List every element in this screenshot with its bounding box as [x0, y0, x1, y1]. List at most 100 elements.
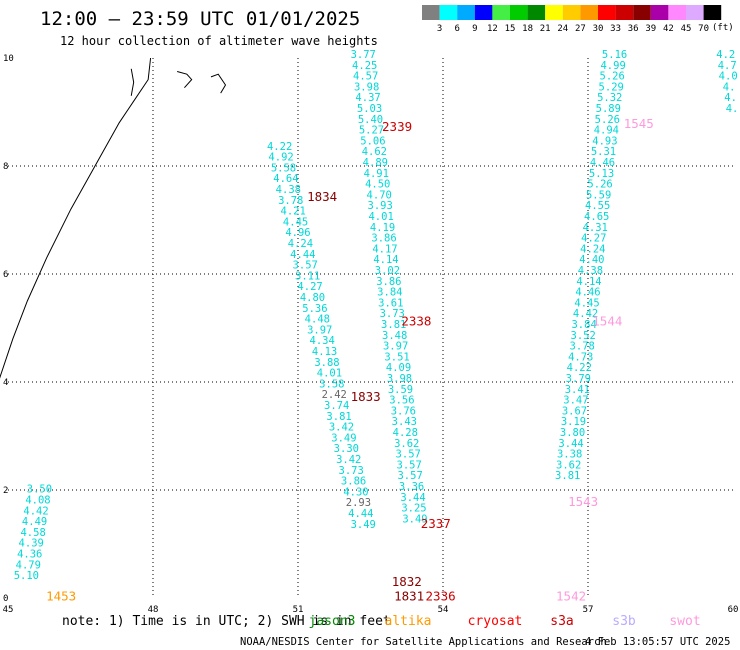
swh-value: 4.14 — [373, 254, 398, 266]
swh-value: 3.84 — [571, 319, 596, 331]
swh-value: 4.65 — [584, 211, 609, 223]
satellite-legend-item: s3a — [550, 614, 573, 629]
swh-value: 3.79 — [566, 373, 591, 385]
swh-value: 3.77 — [351, 49, 376, 61]
swh-value: 4.48 — [305, 314, 330, 326]
swh-value: 3.49 — [331, 432, 356, 444]
colorbar: 3 6 9 12 15 18 21 24 27 30 33 36 39 42 45 70 — [422, 5, 722, 34]
swh-value: 5.36 — [302, 303, 327, 315]
swh-value: 4.42 — [573, 308, 598, 320]
y-tick-label: 0 — [3, 594, 8, 604]
colorbar-tick-label: 9 — [472, 24, 477, 34]
colorbar-tick-label: 27 — [575, 24, 586, 34]
chart-subtitle: 12 hour collection of altimeter wave hei… — [60, 34, 378, 48]
y-tick-label: 8 — [3, 162, 8, 172]
swh-value: 3.57 — [396, 449, 421, 461]
chart-title: 12:00 – 23:59 UTC 01/01/2025 — [40, 8, 360, 30]
colorbar-tick-label: 15 — [505, 24, 516, 34]
pass-label: 2337 — [421, 516, 451, 531]
footer-timestamp: 4 Feb 13:05:57 UTC 2025 — [585, 636, 730, 648]
x-tick-label: 60 — [728, 605, 739, 615]
x-tick-label: 48 — [148, 605, 159, 615]
swh-value: 4.17 — [372, 243, 397, 255]
swh-value: 3.81 — [326, 411, 351, 423]
swh-value: 3.02 — [375, 265, 400, 277]
swh-value: 3.73 — [380, 308, 405, 320]
swh-value: 3.30 — [334, 443, 359, 455]
colorbar-swatch — [474, 5, 493, 20]
swh-value: 4.31 — [583, 222, 608, 234]
swh-value: 4. — [723, 81, 736, 93]
swh-value: 4.08 — [25, 495, 50, 507]
colorbar-tick-label: 3 — [437, 24, 442, 34]
swh-value: 3.97 — [383, 341, 408, 353]
swh-value: 2.93 — [346, 497, 371, 509]
satellite-legend: jason3 altika cryosat s3a s3b swot — [309, 614, 701, 629]
swh-value: 3.50 — [27, 484, 52, 496]
footer-credit: NOAA/NESDIS Center for Satellite Applica… — [240, 636, 607, 648]
swh-value: 3.86 — [341, 476, 366, 488]
swh-value: 4.58 — [20, 527, 45, 539]
grid-lines — [8, 58, 733, 598]
colorbar-swatch — [562, 5, 581, 20]
x-tick-label: 54 — [438, 605, 449, 615]
swh-value: 4.0 — [719, 71, 738, 83]
swh-value: 3.41 — [565, 384, 590, 396]
pass-label: 1834 — [307, 189, 337, 204]
pass-label: 1831 — [394, 589, 424, 604]
swh-value: 4.80 — [300, 292, 325, 304]
y-tick-label: 10 — [3, 54, 14, 64]
swh-value: 4.19 — [370, 222, 395, 234]
island-path — [130, 68, 135, 96]
swh-value: 3.98 — [387, 373, 412, 385]
pass-label: 1833 — [351, 389, 381, 404]
island-path — [210, 73, 227, 94]
swh-value: 3.67 — [562, 405, 587, 417]
swh-value: 3.49 — [351, 519, 376, 531]
swh-value: 4.22 — [267, 141, 292, 153]
axis-ticks: 45 48 51 54 57 60 0 2 4 6 8 10 — [3, 54, 739, 615]
swh-value: 3.74 — [324, 400, 349, 412]
colorbar-swatch — [422, 5, 440, 20]
swh-value: 3.81 — [555, 470, 580, 482]
swh-value: 3.51 — [384, 351, 409, 363]
swh-value: 4.2 — [716, 49, 735, 61]
swh-value: 3.57 — [397, 459, 422, 471]
swh-value: 4. — [726, 103, 739, 115]
swh-value: 4.21 — [281, 206, 306, 218]
colorbar-unit: (ft) — [712, 23, 734, 33]
y-tick-label: 4 — [3, 378, 8, 388]
swh-value: 3.84 — [377, 287, 402, 299]
swh-value: 5.10 — [14, 570, 39, 582]
swh-value: 3.93 — [368, 200, 393, 212]
swh-value: 4.14 — [576, 276, 601, 288]
swh-value: 5.26 — [595, 114, 620, 126]
swh-value: 5.03 — [357, 103, 382, 115]
swh-value: 3.44 — [558, 438, 583, 450]
pass-label: 2336 — [426, 589, 456, 604]
swh-value: 3.98 — [354, 81, 379, 93]
island-path — [177, 71, 193, 89]
colorbar-swatch — [686, 5, 704, 20]
colorbar-tick-label: 18 — [522, 24, 533, 34]
swh-value: 3.81 — [381, 319, 406, 331]
swh-value: 3.58 — [319, 378, 344, 390]
colorbar-tick-label: 30 — [593, 24, 604, 34]
swh-value: 3.43 — [392, 416, 417, 428]
swh-value: 4.73 — [568, 351, 593, 363]
pass-label: 1545 — [624, 116, 654, 131]
swh-value: 3.80 — [560, 427, 585, 439]
swh-value: 4.46 — [590, 157, 615, 169]
swh-value: 3.59 — [388, 384, 413, 396]
swh-value: 4.28 — [393, 427, 418, 439]
swh-value: 4.44 — [348, 508, 373, 520]
colorbar-swatch — [457, 5, 475, 20]
colorbar-tick-label: 70 — [698, 24, 709, 34]
coastline-path — [0, 57, 152, 379]
swh-value: 3.56 — [389, 395, 414, 407]
swh-value: 3.36 — [399, 481, 424, 493]
swh-value: 4.24 — [580, 243, 605, 255]
colorbar-swatch — [510, 5, 528, 20]
swh-value: 4. — [724, 92, 737, 104]
